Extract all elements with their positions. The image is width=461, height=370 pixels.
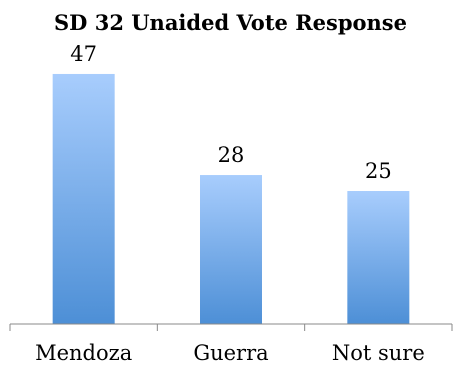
- category-label: Mendoza: [35, 341, 132, 365]
- category-label: Not sure: [332, 341, 425, 365]
- chart-title: SD 32 Unaided Vote Response: [54, 10, 407, 35]
- labels-group: 47 Mendoza 28 Guerra 25 Not sure: [35, 42, 425, 365]
- x-axis: [9, 323, 453, 331]
- data-label: 47: [70, 42, 97, 66]
- category-label: Guerra: [193, 341, 268, 365]
- bars-group: [52, 73, 410, 325]
- data-label: 25: [365, 159, 392, 183]
- bar-mendoza: [52, 73, 115, 325]
- bar-guerra: [200, 175, 262, 324]
- bar-not-sure: [347, 191, 410, 324]
- data-label: 28: [218, 143, 245, 167]
